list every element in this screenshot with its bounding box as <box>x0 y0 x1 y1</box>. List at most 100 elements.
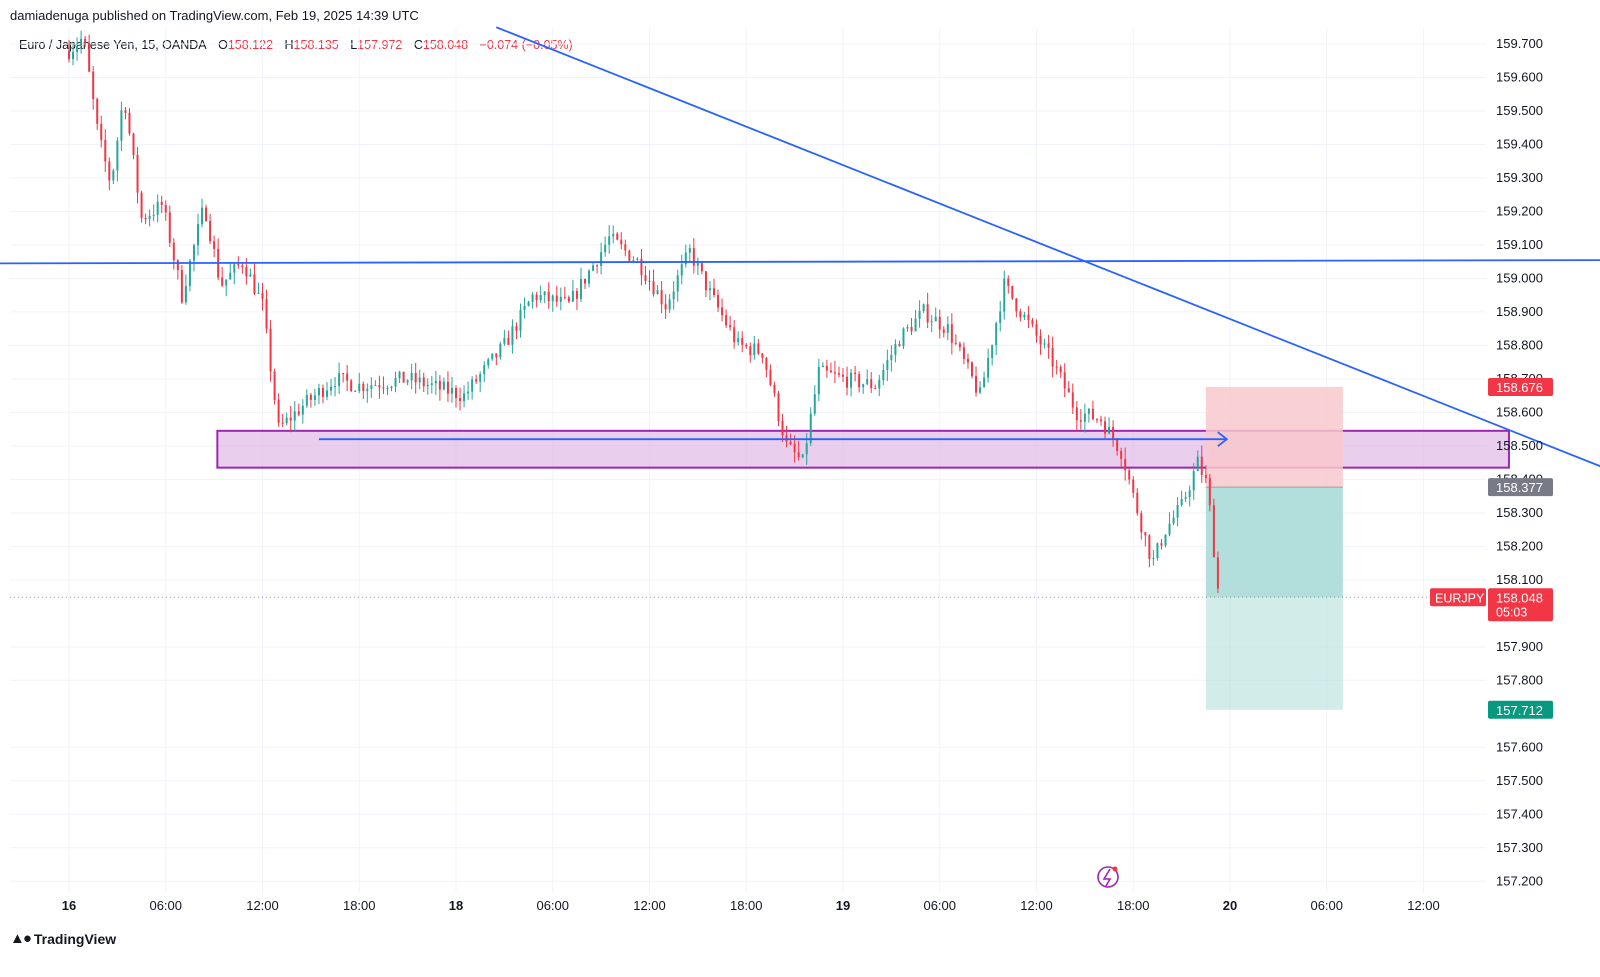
price-tick-label: 157.500 <box>1496 773 1543 788</box>
candle-down <box>205 207 208 221</box>
lightning-icon <box>1097 866 1119 888</box>
candle-down <box>124 110 127 113</box>
time-tick-label: 06:00 <box>149 898 182 913</box>
time-tick-label: 12:00 <box>633 898 666 913</box>
time-tick-label: 06:00 <box>923 898 956 913</box>
candle-down <box>692 248 695 266</box>
candle-down <box>1216 557 1219 589</box>
stop-price-tag <box>1488 377 1553 396</box>
candle-down <box>1116 439 1119 451</box>
price-tick-label: 159.000 <box>1496 270 1543 285</box>
candle-up <box>1164 534 1167 546</box>
candle-down <box>725 315 728 326</box>
candle-up <box>608 236 611 245</box>
candle-up <box>862 384 865 388</box>
symbol-description[interactable]: Euro / Japanese Yen, 15, OANDA <box>19 38 207 52</box>
candle-down <box>1071 392 1074 408</box>
candle-down <box>729 325 732 328</box>
candle-up <box>80 38 83 47</box>
candle-up <box>1087 408 1090 414</box>
candle-up <box>450 388 453 394</box>
candle-up <box>983 377 986 388</box>
candle-down <box>846 376 849 388</box>
candle-up <box>991 345 994 359</box>
price-tick-label: 159.500 <box>1496 103 1543 118</box>
candle-down <box>180 270 183 303</box>
candle-up <box>305 394 308 406</box>
candle-up <box>914 318 917 332</box>
stop-price-value: 158.676 <box>1496 380 1543 395</box>
candle-down <box>136 154 139 193</box>
candle-up <box>656 290 659 295</box>
candle-down <box>362 383 365 392</box>
candle-up <box>499 343 502 358</box>
candle-down <box>648 280 651 282</box>
time-tick-label: 12:00 <box>1020 898 1053 913</box>
candle-up <box>604 244 607 253</box>
candle-up <box>1176 505 1179 518</box>
candle-up <box>801 454 804 458</box>
candle-up <box>1156 543 1159 558</box>
target-price-tag <box>1488 700 1553 719</box>
candle-up <box>946 324 949 333</box>
candle-down <box>168 212 171 243</box>
candle-down <box>1075 407 1078 421</box>
candle-down <box>910 326 913 332</box>
candle-up <box>293 411 296 421</box>
candle-down <box>858 374 861 388</box>
candle-up <box>523 305 526 310</box>
price-tick-label: 157.600 <box>1496 739 1543 754</box>
candle-up <box>551 295 554 302</box>
candle-up <box>979 387 982 393</box>
price-tick-label: 159.700 <box>1496 36 1543 51</box>
candle-up <box>850 372 853 388</box>
current-price-value: 158.048 <box>1496 590 1543 605</box>
candle-down <box>1055 366 1058 368</box>
candle-down <box>628 250 631 261</box>
candle-down <box>1027 314 1030 321</box>
open-value: 158.122 <box>227 38 274 52</box>
candle-down <box>535 294 538 301</box>
candle-down <box>350 380 353 392</box>
candle-up <box>684 252 687 265</box>
bar-countdown: 05:03 <box>1496 605 1527 619</box>
candle-up <box>1108 426 1111 434</box>
price-tick-label: 158.600 <box>1496 404 1543 419</box>
candle-down <box>309 394 312 400</box>
candle-down <box>96 98 99 124</box>
candle-down <box>1051 347 1054 367</box>
candle-down <box>749 346 752 356</box>
candle-up <box>116 140 119 171</box>
candle-up <box>326 390 328 397</box>
candle-down <box>1200 456 1203 476</box>
projection-arrow-head <box>1217 431 1229 447</box>
candle-up <box>1188 490 1191 498</box>
close-value: 158.048 <box>422 38 469 52</box>
candle-up <box>672 291 675 300</box>
symbol-tag-label: EURJPY <box>1435 591 1485 605</box>
candle-up <box>370 385 373 389</box>
candle-up <box>1180 498 1183 506</box>
candle-down <box>1140 513 1143 533</box>
candle-down <box>128 112 131 134</box>
tradingview-logo[interactable]: ▲● TradingView <box>10 930 116 947</box>
candle-up <box>192 245 195 261</box>
candle-up <box>233 264 236 273</box>
candle-down <box>342 373 345 375</box>
candle-down <box>100 123 103 140</box>
trend-lines <box>0 26 1600 598</box>
candle-up <box>668 299 671 310</box>
candle-down <box>88 42 91 72</box>
candle-up <box>188 260 191 287</box>
candle-down <box>567 297 570 302</box>
candle-down <box>1015 298 1018 312</box>
candle-up <box>426 384 429 387</box>
candle-down <box>1091 408 1094 420</box>
candle-up <box>906 326 909 329</box>
candle-up <box>531 294 534 302</box>
candle-down <box>84 38 87 43</box>
candle-up <box>1168 523 1171 535</box>
candle-up <box>866 379 869 385</box>
time-tick-label: 06:00 <box>1310 898 1343 913</box>
